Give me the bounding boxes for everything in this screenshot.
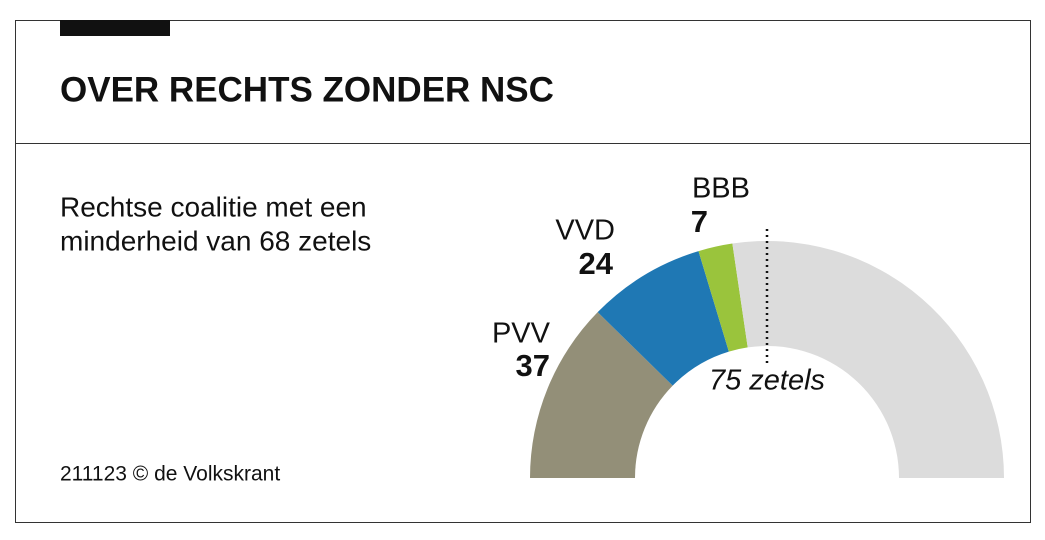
segment xyxy=(698,243,748,352)
segment xyxy=(732,240,1004,478)
chart-title: OVER RECHTS ZONDER NSC xyxy=(60,70,554,109)
subtitle: minderheid van 68 zetels xyxy=(60,225,371,256)
segment xyxy=(597,251,729,386)
segment-label: VVD xyxy=(555,215,615,247)
segment-value: 24 xyxy=(579,246,614,281)
segment-label: BBB xyxy=(692,173,750,205)
segment-value: 7 xyxy=(691,204,708,239)
header-bar xyxy=(60,20,170,36)
frame xyxy=(15,20,1031,523)
source: 211123 © de Volkskrant xyxy=(60,463,280,486)
segment xyxy=(530,312,673,478)
majority-label: 75 zetels xyxy=(709,365,825,397)
subtitle: Rechtse coalitie met een xyxy=(60,191,367,222)
segment-value: 37 xyxy=(516,348,550,383)
segment-label: PVV xyxy=(492,318,551,350)
